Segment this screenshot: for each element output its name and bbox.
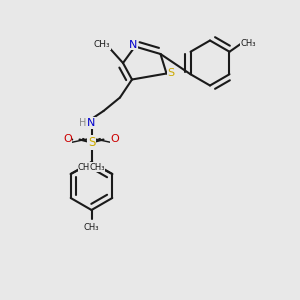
- Text: CH₃: CH₃: [84, 223, 99, 232]
- Text: S: S: [168, 68, 175, 79]
- Text: H: H: [79, 118, 86, 128]
- Text: O: O: [110, 134, 119, 144]
- Text: N: N: [87, 118, 96, 128]
- Text: S: S: [88, 136, 95, 149]
- Text: O: O: [63, 134, 72, 144]
- Text: CH₃: CH₃: [89, 163, 105, 172]
- Text: CH₃: CH₃: [78, 163, 94, 172]
- Text: CH₃: CH₃: [240, 39, 256, 48]
- Text: N: N: [129, 40, 137, 50]
- Text: CH₃: CH₃: [94, 40, 110, 50]
